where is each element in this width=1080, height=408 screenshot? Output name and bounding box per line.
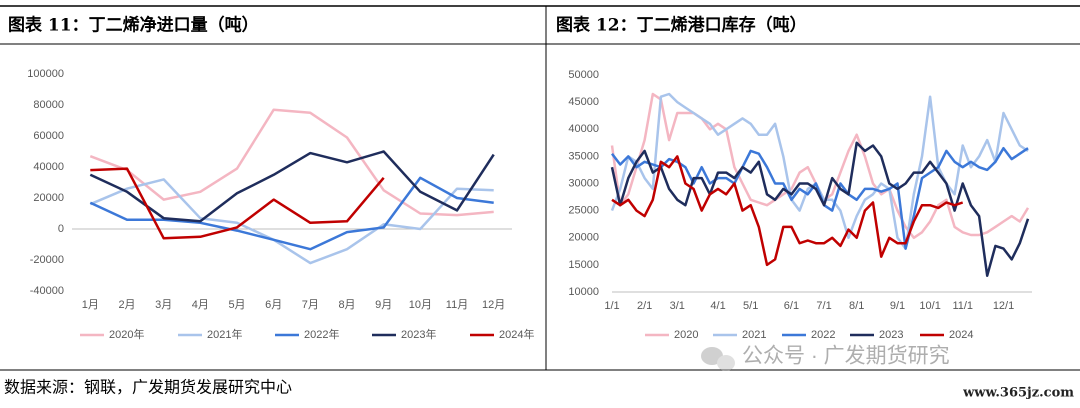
series-line (611, 155, 964, 267)
x-tick-label: 1月 (82, 299, 99, 311)
x-tick-label: 5/1 (743, 300, 758, 312)
x-tick-label: 7月 (302, 299, 319, 311)
x-tick-label: 12月 (482, 299, 505, 311)
y-tick-label: 0 (58, 223, 64, 235)
x-tick-label: 11月 (446, 299, 468, 311)
y-tick-label: -40000 (30, 285, 64, 297)
y-tick-label: 40000 (568, 123, 599, 135)
x-tick-label: 4月 (192, 299, 209, 311)
y-tick-label: -20000 (30, 254, 64, 266)
series-line (90, 167, 385, 240)
x-tick-label: 6月 (265, 299, 282, 311)
y-tick-label: 15000 (568, 259, 599, 271)
x-tick-label: 1/1 (604, 300, 619, 312)
chart-title: 图表 12：丁二烯港口库存（吨） (556, 15, 807, 36)
y-tick-label: 60000 (33, 130, 64, 142)
series-line (610, 141, 1030, 277)
x-tick-label: 10月 (409, 299, 432, 311)
y-tick-label: 30000 (568, 177, 599, 189)
y-tick-label: 10000 (568, 286, 599, 298)
x-tick-label: 2月 (118, 299, 135, 311)
x-tick-label: 10/1 (919, 300, 940, 312)
series-line (89, 178, 494, 265)
x-tick-label: 11/1 (952, 300, 973, 312)
y-tick-label: 100000 (27, 68, 64, 80)
legend-label: 2020年 (109, 327, 144, 341)
y-tick-label: 20000 (568, 232, 599, 244)
legend-label: 2023 (879, 329, 903, 341)
legend-label: 2024 (949, 329, 973, 341)
x-tick-label: 2/1 (637, 300, 652, 312)
series-line (89, 176, 494, 251)
legend-label: 2021 (742, 329, 766, 341)
watermark-icon (701, 347, 735, 371)
x-tick-label: 3月 (155, 299, 172, 311)
y-tick-label: 80000 (33, 99, 64, 111)
legend-label: 2022 (811, 329, 835, 341)
chart-title: 图表 11：丁二烯净进口量（吨） (8, 15, 259, 36)
y-tick-label: 25000 (568, 205, 599, 217)
x-tick-label: 8月 (338, 299, 355, 311)
y-tick-label: 45000 (568, 96, 599, 108)
x-tick-label: 9/1 (890, 300, 905, 312)
x-tick-label: 7/1 (816, 300, 831, 312)
legend-label: 2021年 (207, 327, 242, 341)
x-tick-label: 3/1 (670, 300, 685, 312)
site-url: www.365jz.com (962, 386, 1074, 401)
series-line (89, 150, 495, 223)
legend-label: 2022年 (304, 327, 339, 341)
legend-label: 2024年 (499, 327, 534, 341)
x-tick-label: 12/1 (993, 300, 1014, 312)
x-tick-label: 8/1 (849, 300, 864, 312)
y-tick-label: 40000 (33, 161, 64, 173)
x-tick-label: 6/1 (784, 300, 799, 312)
x-tick-label: 4/1 (710, 300, 725, 312)
y-tick-label: 35000 (568, 150, 599, 162)
source-note: 数据来源：钢联，广发期货发展研究中心 (4, 378, 292, 397)
series-line (610, 92, 1029, 250)
x-tick-label: 9月 (375, 299, 392, 311)
legend-label: 2023年 (401, 327, 436, 341)
y-tick-label: 50000 (568, 69, 599, 81)
x-tick-label: 5月 (228, 299, 245, 311)
y-tick-label: 20000 (33, 192, 64, 204)
watermark: 公众号 · 广发期货研究 (742, 345, 950, 368)
series-line (89, 108, 494, 217)
legend-label: 2020 (674, 329, 698, 341)
